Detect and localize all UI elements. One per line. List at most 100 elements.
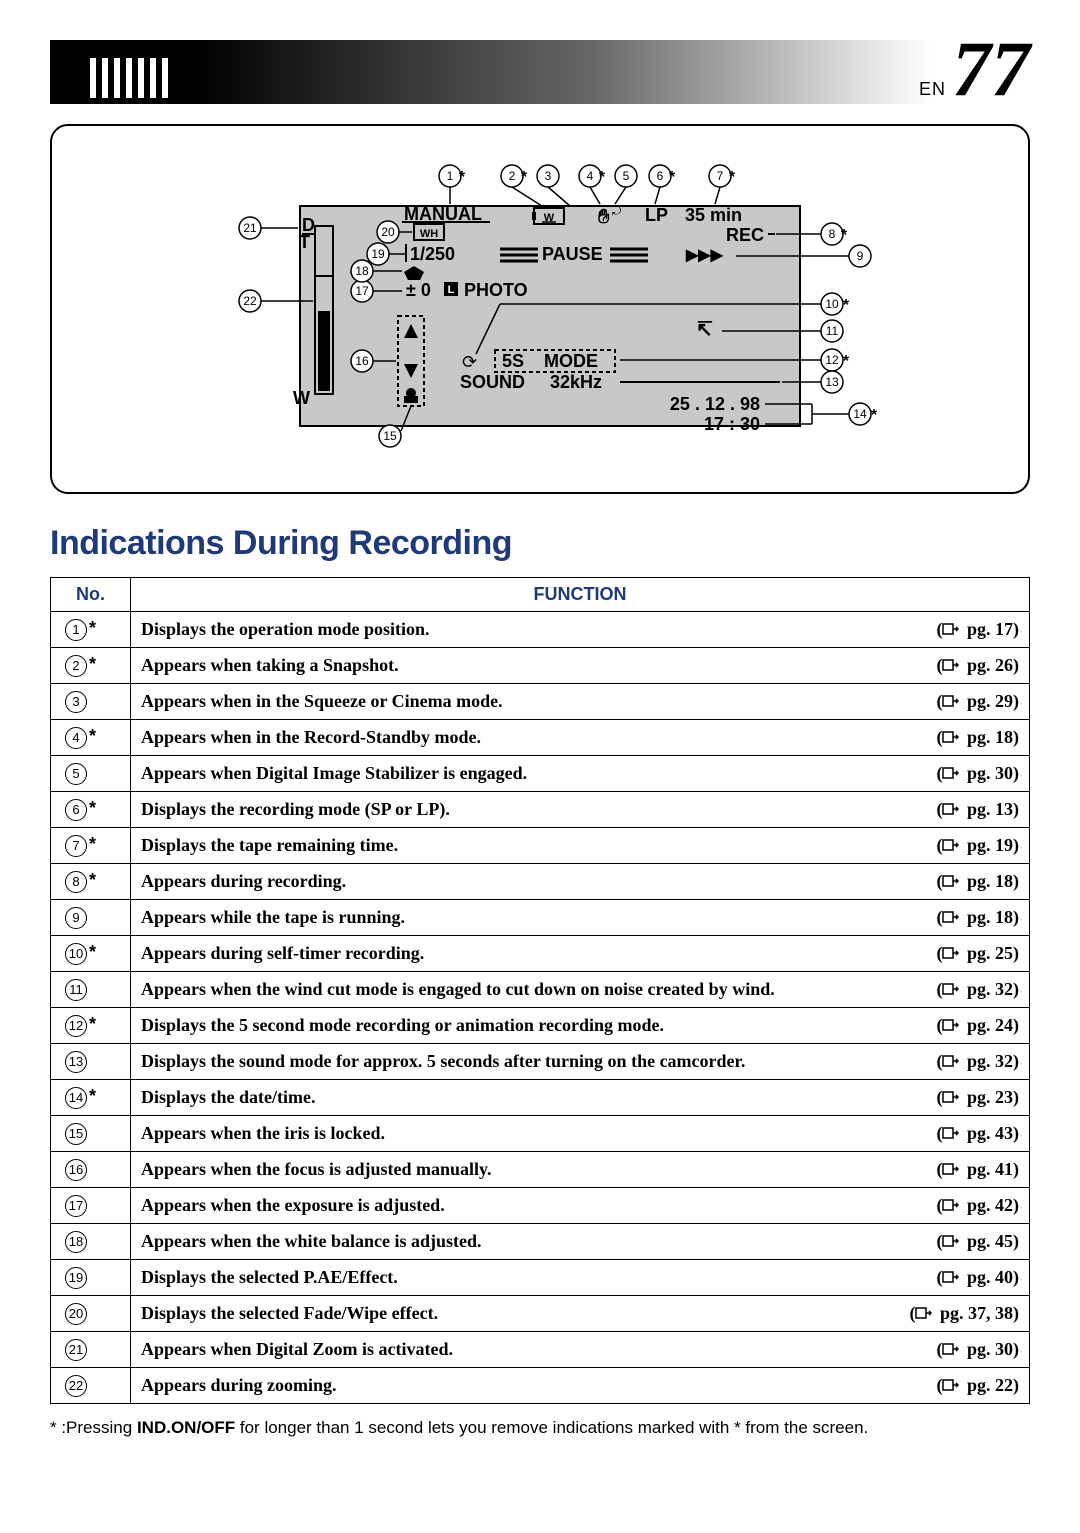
row-function: Appears when Digital Zoom is activated. … bbox=[131, 1332, 1030, 1368]
svg-text:L: L bbox=[448, 284, 455, 296]
table-row: 3Appears when in the Squeeze or Cinema m… bbox=[51, 684, 1030, 720]
row-function: Appears during zooming. ( pg. 22) bbox=[131, 1368, 1030, 1404]
row-function: Appears when the wind cut mode is engage… bbox=[131, 972, 1030, 1008]
row-number: 14* bbox=[51, 1080, 131, 1116]
svg-text:*: * bbox=[669, 169, 676, 186]
row-number: 13 bbox=[51, 1044, 131, 1080]
table-row: 7*Displays the tape remaining time. ( pg… bbox=[51, 828, 1030, 864]
svg-text:8: 8 bbox=[829, 227, 836, 241]
diagram-rec: REC bbox=[726, 225, 764, 245]
row-function: Appears when Digital Image Stabilizer is… bbox=[131, 756, 1030, 792]
table-row: 9Appears while the tape is running. ( pg… bbox=[51, 900, 1030, 936]
svg-text:11: 11 bbox=[826, 324, 839, 338]
diagram-shutter: 1/250 bbox=[410, 244, 455, 264]
svg-text:4: 4 bbox=[587, 169, 594, 183]
diagram-svg: D T W WH MANUAL W ✋︎ ⤾ LP bbox=[100, 156, 980, 466]
row-function: Displays the tape remaining time. ( pg. … bbox=[131, 828, 1030, 864]
svg-text:*: * bbox=[729, 169, 736, 186]
table-row: 20Displays the selected Fade/Wipe effect… bbox=[51, 1296, 1030, 1332]
table-row: 13Displays the sound mode for approx. 5 … bbox=[51, 1044, 1030, 1080]
svg-text:13: 13 bbox=[825, 375, 839, 389]
row-function: Displays the date/time. ( pg. 23) bbox=[131, 1080, 1030, 1116]
table-row: 22Appears during zooming. ( pg. 22) bbox=[51, 1368, 1030, 1404]
row-number: 4* bbox=[51, 720, 131, 756]
row-number: 9 bbox=[51, 900, 131, 936]
row-number: 1* bbox=[51, 612, 131, 648]
svg-text:5S: 5S bbox=[502, 351, 524, 371]
diagram-time-remain: 35 min bbox=[685, 205, 742, 225]
svg-text:*: * bbox=[521, 169, 528, 186]
diagram-date: 25 . 12 . 98 bbox=[670, 394, 760, 414]
table-row: 21Appears when Digital Zoom is activated… bbox=[51, 1332, 1030, 1368]
row-function: Displays the 5 second mode recording or … bbox=[131, 1008, 1030, 1044]
svg-text:19: 19 bbox=[371, 247, 385, 261]
svg-text:▶▶▶: ▶▶▶ bbox=[685, 247, 724, 264]
row-function: Appears when the white balance is adjust… bbox=[131, 1224, 1030, 1260]
diagram-frame: D T W WH MANUAL W ✋︎ ⤾ LP bbox=[50, 124, 1030, 494]
function-table: No. FUNCTION 1*Displays the operation mo… bbox=[50, 577, 1030, 1404]
svg-text:17: 17 bbox=[355, 284, 369, 298]
row-number: 11 bbox=[51, 972, 131, 1008]
row-function: Appears while the tape is running. ( pg.… bbox=[131, 900, 1030, 936]
row-number: 10* bbox=[51, 936, 131, 972]
svg-text:2: 2 bbox=[509, 169, 516, 183]
row-function: Appears when taking a Snapshot. ( pg. 26… bbox=[131, 648, 1030, 684]
section-heading: Indications During Recording bbox=[50, 524, 1030, 563]
table-row: 19Displays the selected P.AE/Effect. ( p… bbox=[51, 1260, 1030, 1296]
row-number: 20 bbox=[51, 1296, 131, 1332]
diagram-wh: WH bbox=[420, 228, 438, 240]
th-no: No. bbox=[51, 578, 131, 612]
diagram-t: T bbox=[299, 232, 310, 252]
svg-text:⤾: ⤾ bbox=[612, 206, 621, 218]
row-number: 3 bbox=[51, 684, 131, 720]
table-row: 4*Appears when in the Record-Standby mod… bbox=[51, 720, 1030, 756]
svg-text:21: 21 bbox=[243, 221, 257, 235]
row-number: 15 bbox=[51, 1116, 131, 1152]
diagram-w: W bbox=[293, 388, 310, 408]
svg-text:✋︎: ✋︎ bbox=[598, 206, 610, 228]
table-row: 14*Displays the date/time. ( pg. 23) bbox=[51, 1080, 1030, 1116]
row-number: 8* bbox=[51, 864, 131, 900]
table-row: 18Appears when the white balance is adju… bbox=[51, 1224, 1030, 1260]
row-number: 17 bbox=[51, 1188, 131, 1224]
svg-text:*: * bbox=[871, 407, 878, 424]
row-function: Displays the recording mode (SP or LP). … bbox=[131, 792, 1030, 828]
row-function: Appears during recording. ( pg. 18) bbox=[131, 864, 1030, 900]
diagram-time: 17 : 30 bbox=[704, 414, 760, 434]
svg-text:*: * bbox=[843, 297, 850, 314]
svg-text:7: 7 bbox=[717, 169, 724, 183]
table-row: 10*Appears during self-timer recording. … bbox=[51, 936, 1030, 972]
row-number: 5 bbox=[51, 756, 131, 792]
svg-text:16: 16 bbox=[355, 354, 369, 368]
svg-text:15: 15 bbox=[383, 429, 397, 443]
table-row: 2*Appears when taking a Snapshot. ( pg. … bbox=[51, 648, 1030, 684]
svg-text:3: 3 bbox=[545, 169, 552, 183]
svg-text:9: 9 bbox=[857, 249, 864, 263]
svg-text:18: 18 bbox=[355, 264, 369, 278]
row-number: 22 bbox=[51, 1368, 131, 1404]
page-num: 77 bbox=[952, 24, 1030, 114]
table-row: 1*Displays the operation mode position. … bbox=[51, 612, 1030, 648]
header-stripes bbox=[90, 58, 168, 98]
row-function: Appears when the exposure is adjusted. (… bbox=[131, 1188, 1030, 1224]
table-row: 15Appears when the iris is locked. ( pg.… bbox=[51, 1116, 1030, 1152]
row-number: 16 bbox=[51, 1152, 131, 1188]
table-row: 12*Displays the 5 second mode recording … bbox=[51, 1008, 1030, 1044]
diagram-lp: LP bbox=[645, 205, 668, 225]
row-function: Displays the operation mode position. ( … bbox=[131, 612, 1030, 648]
row-number: 21 bbox=[51, 1332, 131, 1368]
page-number: EN 77 bbox=[919, 24, 1030, 114]
th-fn: FUNCTION bbox=[131, 578, 1030, 612]
svg-text:22: 22 bbox=[243, 294, 257, 308]
row-number: 12* bbox=[51, 1008, 131, 1044]
svg-text:12: 12 bbox=[825, 353, 839, 367]
table-row: 17Appears when the exposure is adjusted.… bbox=[51, 1188, 1030, 1224]
svg-text:⟳: ⟳ bbox=[462, 352, 477, 372]
svg-text:5: 5 bbox=[623, 169, 630, 183]
row-number: 7* bbox=[51, 828, 131, 864]
row-number: 2* bbox=[51, 648, 131, 684]
svg-text:14: 14 bbox=[853, 407, 867, 421]
table-row: 5Appears when Digital Image Stabilizer i… bbox=[51, 756, 1030, 792]
svg-text:6: 6 bbox=[657, 169, 664, 183]
row-function: Displays the selected Fade/Wipe effect. … bbox=[131, 1296, 1030, 1332]
